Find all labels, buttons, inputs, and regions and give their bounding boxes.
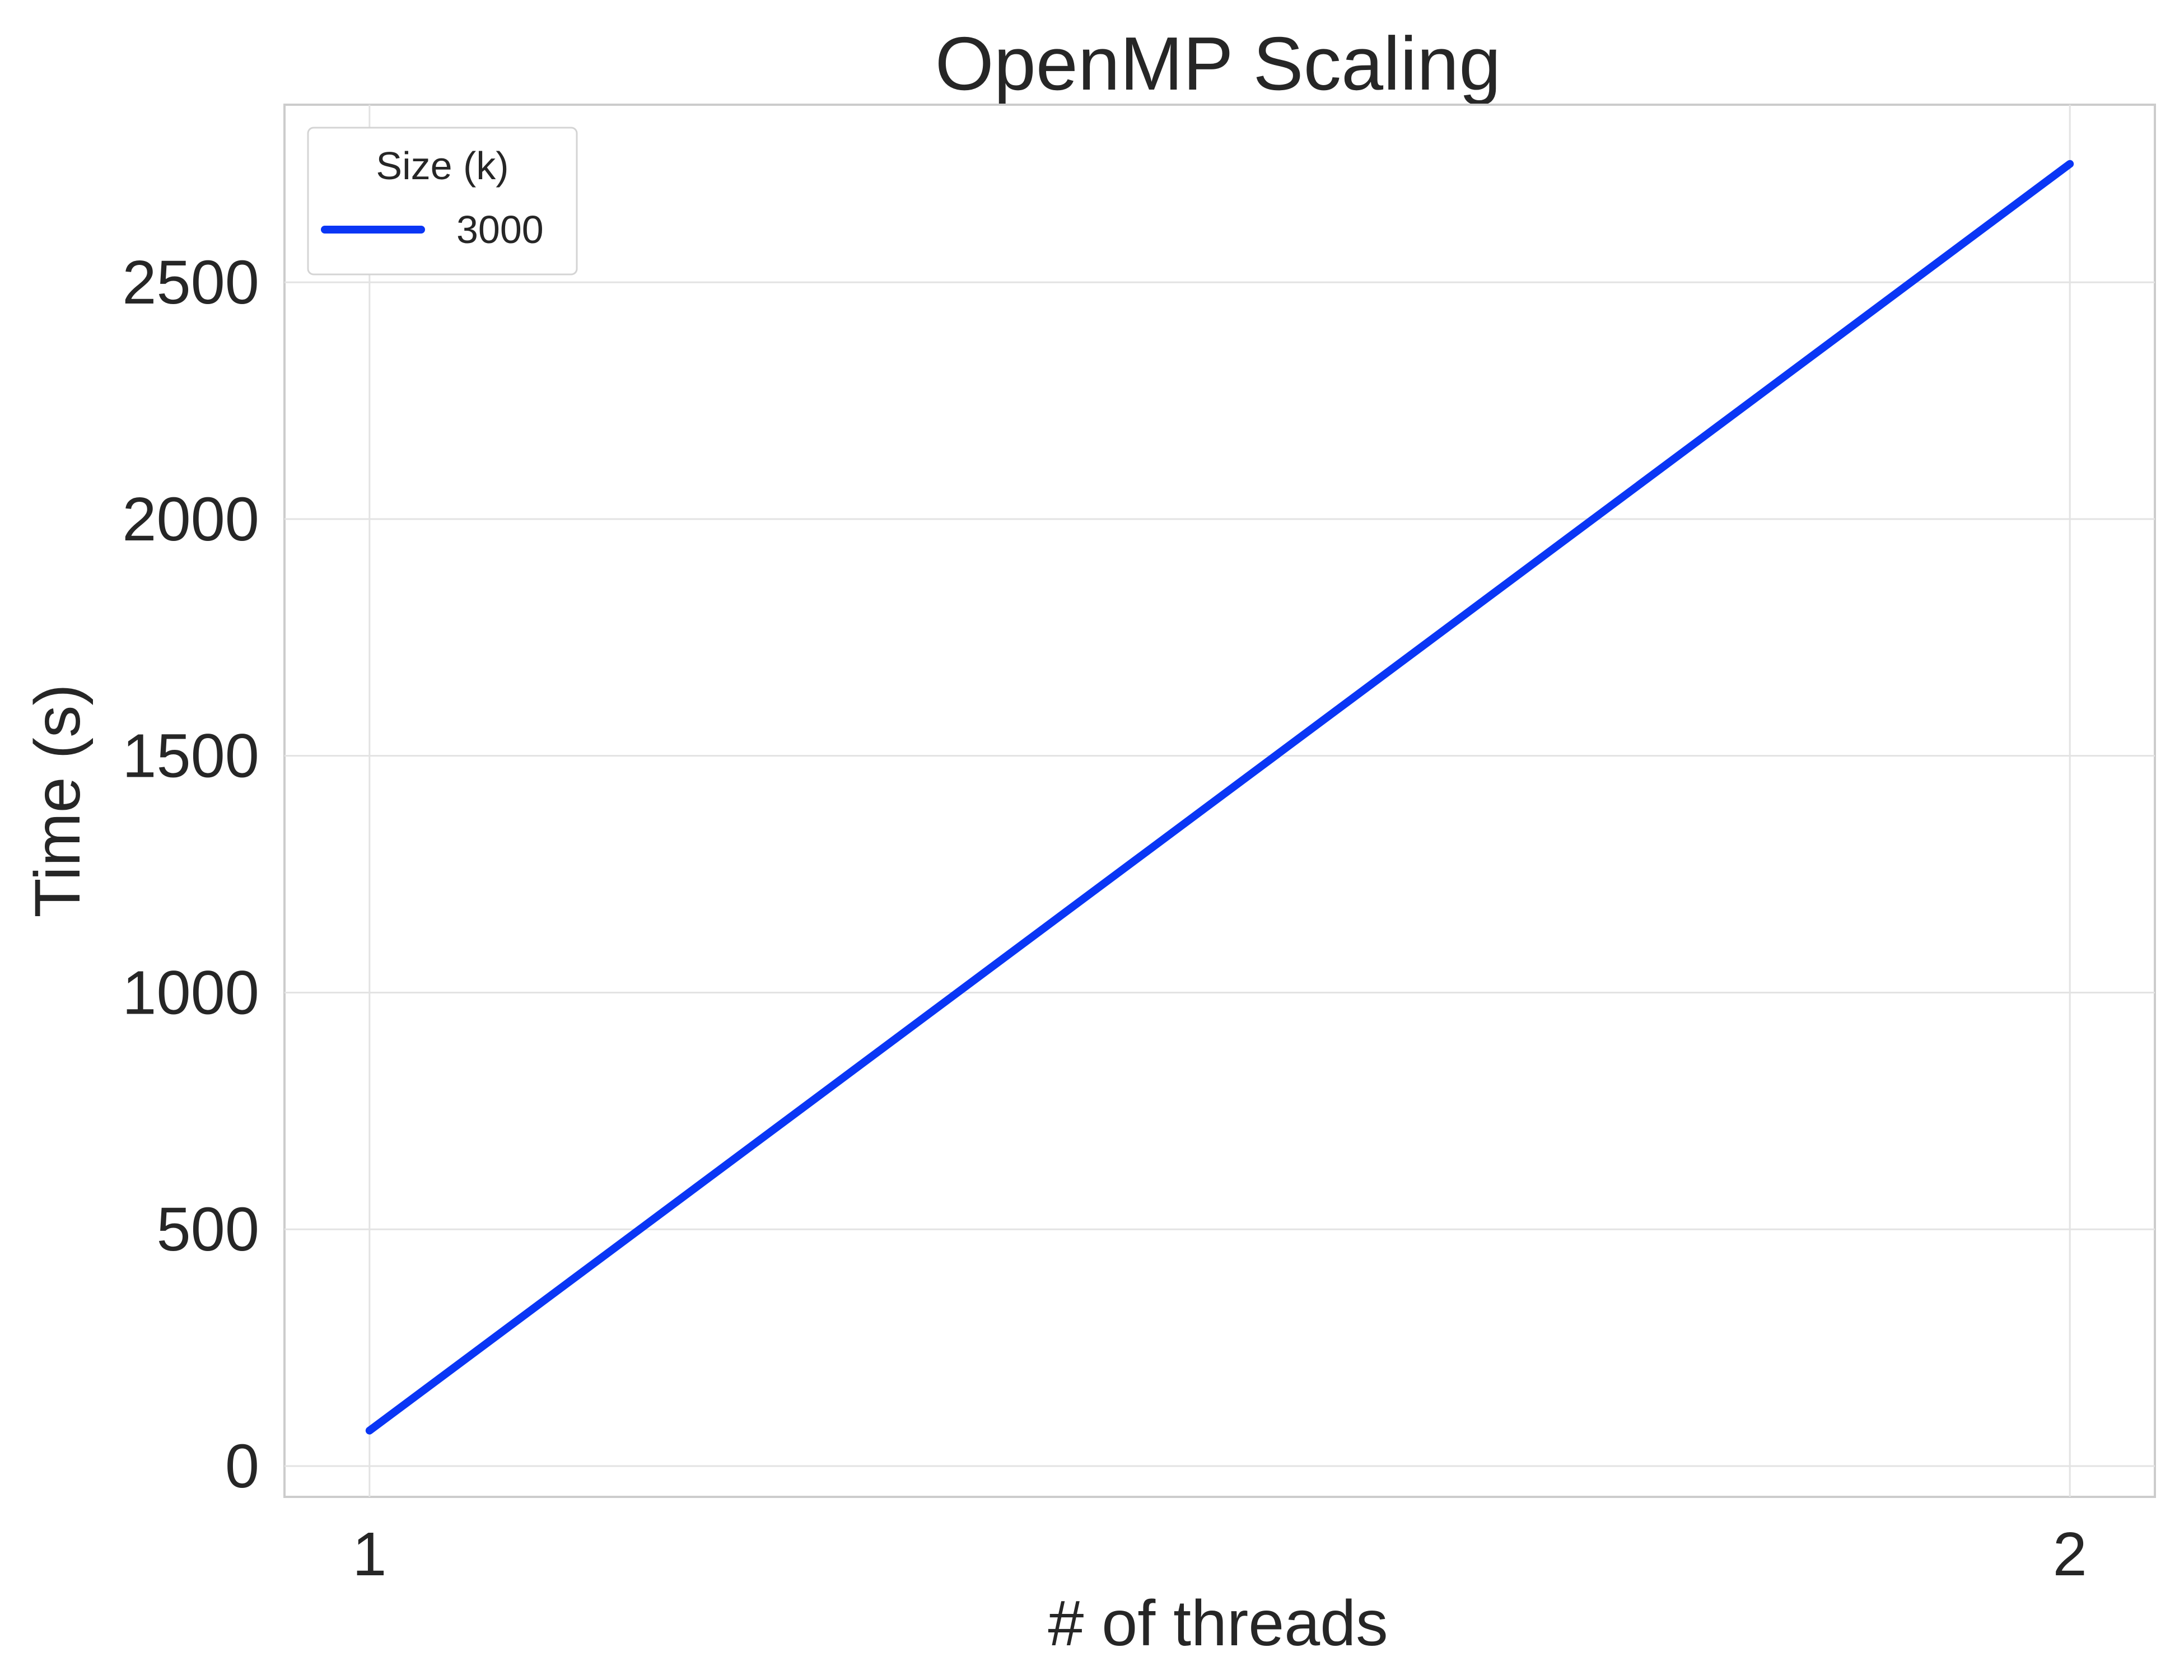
y-tick-label: 1500 [122, 722, 259, 791]
y-tick-label: 1000 [122, 958, 259, 1027]
legend-label: 3000 [456, 208, 544, 251]
y-tick-label: 0 [225, 1432, 259, 1501]
legend-title: Size (k) [376, 144, 508, 188]
y-axis-title: Time (s) [22, 684, 94, 917]
legend-box [307, 127, 578, 276]
y-axis-ticks: 0 500 1000 1500 2000 2500 [122, 248, 259, 1501]
x-tick-label: 1 [352, 1520, 386, 1589]
gridlines [284, 105, 2155, 1497]
series-layer [365, 160, 2074, 1435]
x-axis-title: # of threads [1048, 1588, 1388, 1659]
y-tick-label: 2500 [122, 248, 259, 317]
y-tick-label: 500 [156, 1195, 259, 1264]
legend: Size (k) 3000 [307, 127, 578, 276]
chart-title: OpenMP Scaling [935, 21, 1501, 106]
y-tick-label: 2000 [122, 485, 259, 554]
series-line [365, 160, 2074, 1435]
x-tick-label: 2 [2053, 1520, 2087, 1589]
